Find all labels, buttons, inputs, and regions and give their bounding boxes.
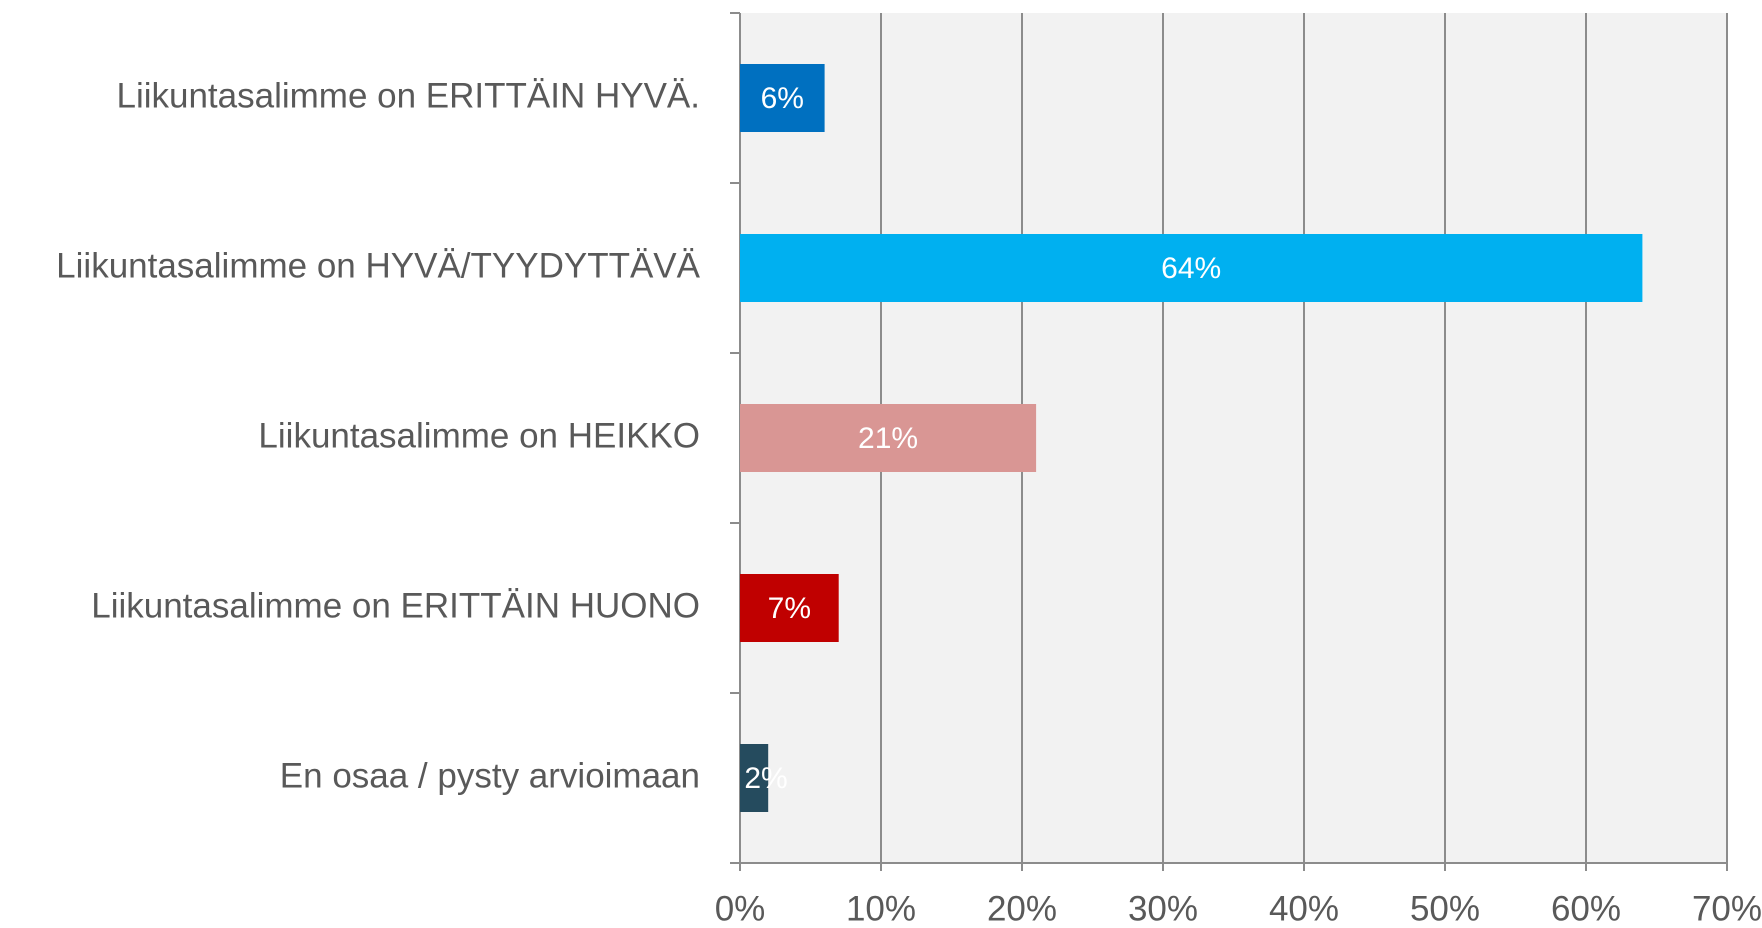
x-tick-label: 70%	[1692, 889, 1762, 928]
y-tick-label: En osaa / pysty arvioimaan	[280, 756, 700, 795]
x-tick-label: 0%	[715, 889, 766, 928]
y-tick-label: Liikuntasalimme on HYVÄ/TYYDYTTÄVÄ	[56, 246, 700, 285]
y-tick-label: Liikuntasalimme on HEIKKO	[258, 416, 700, 455]
x-tick-label: 30%	[1128, 889, 1198, 928]
data-label: 6%	[761, 82, 804, 115]
y-tick-label: Liikuntasalimme on ERITTÄIN HUONO	[91, 586, 700, 625]
x-tick-label: 20%	[987, 889, 1057, 928]
bar	[740, 744, 769, 812]
x-tick-label: 40%	[1269, 889, 1339, 928]
bar	[740, 574, 839, 642]
data-label: 64%	[1161, 252, 1221, 285]
x-tick-label: 60%	[1551, 889, 1621, 928]
data-label: 2%	[744, 762, 787, 795]
bar	[740, 64, 825, 132]
bar	[740, 234, 1643, 302]
data-label: 21%	[858, 422, 918, 455]
bar	[740, 404, 1037, 472]
data-label: 7%	[768, 592, 811, 625]
x-tick-label: 50%	[1410, 889, 1480, 928]
x-tick-label: 10%	[846, 889, 916, 928]
y-tick-label: Liikuntasalimme on ERITTÄIN HYVÄ.	[116, 76, 700, 115]
